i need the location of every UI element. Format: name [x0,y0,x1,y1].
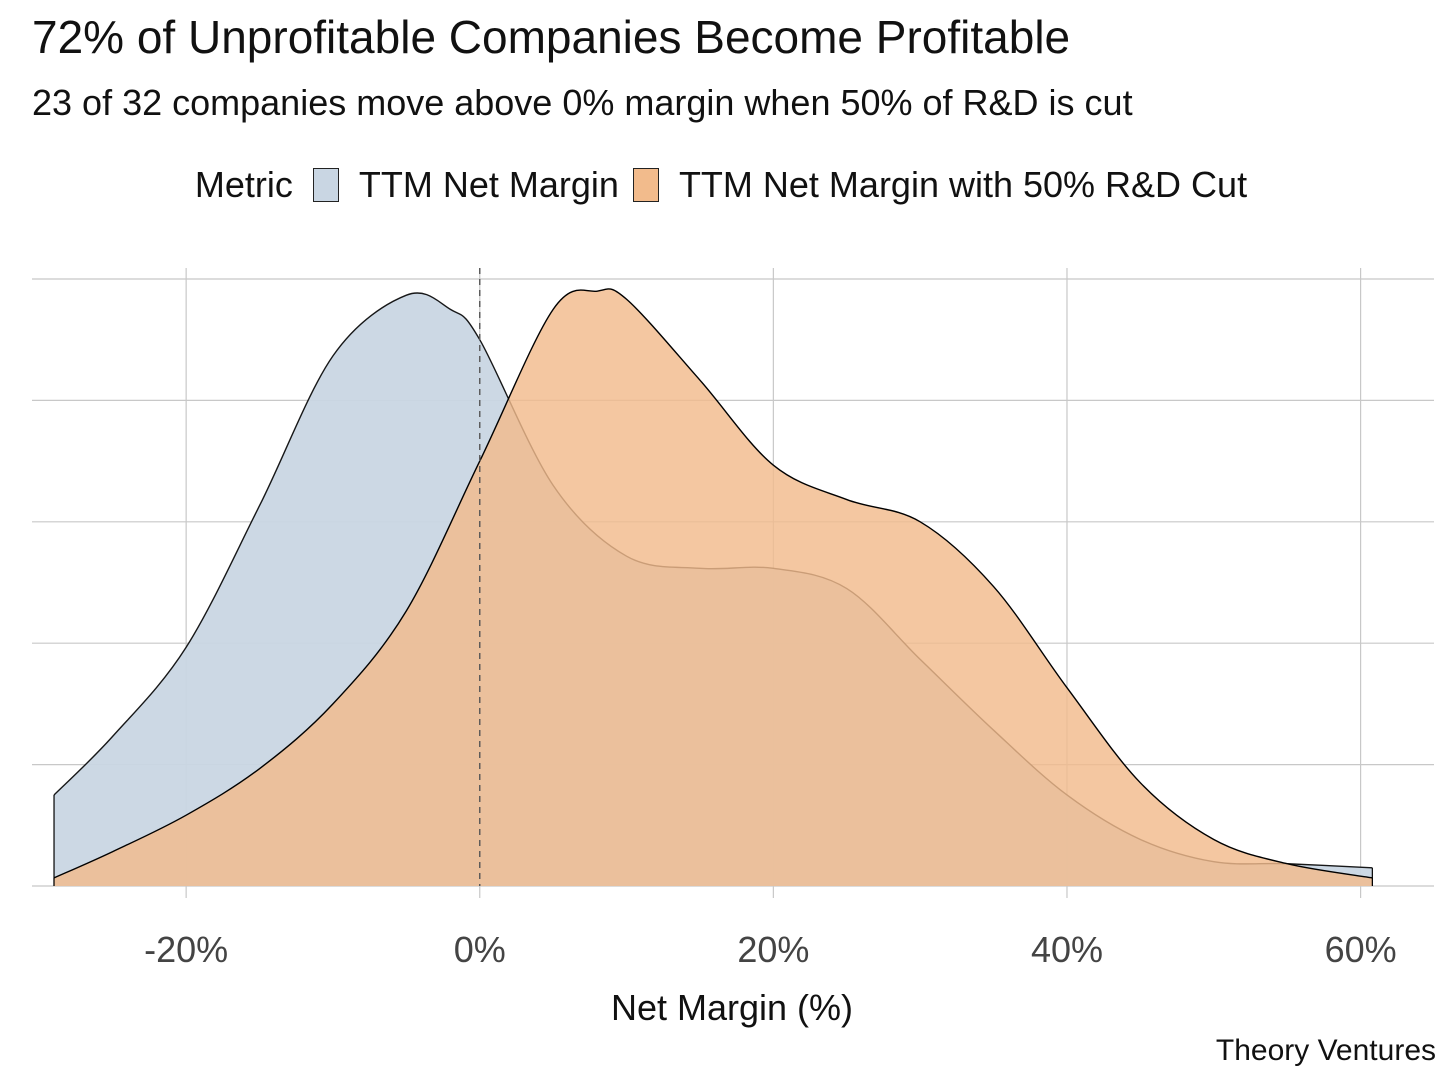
legend-title: Metric [194,164,293,205]
density-area-rd-cut-outline [53,288,1373,879]
x-axis-title: Net Margin (%) [611,987,853,1028]
x-axis-ticks: -20% 0% 20% 40% 60% [144,929,1397,970]
chart-title: 72% of Unprofitable Companies Become Pro… [32,11,1071,63]
x-tick-label: 40% [1031,929,1103,970]
x-tick-label: -20% [144,929,228,970]
chart-subtitle: 23 of 32 companies move above 0% margin … [32,82,1133,123]
x-tick-label: 0% [454,929,506,970]
density-area-rd-cut-fill [54,288,1373,886]
caption: Theory Ventures [1215,1034,1436,1067]
legend-item-ttm-net-margin: TTM Net Margin [312,164,619,206]
density-areas [53,288,1373,886]
legend-swatch-rd-cut [632,168,659,202]
legend-label-ttm-net-margin: TTM Net Margin [358,164,619,205]
x-tick-label: 20% [737,929,809,970]
legend-label-rd-cut: TTM Net Margin with 50% R&D Cut [678,164,1248,205]
x-tick-label: 60% [1325,929,1397,970]
legend-item-rd-cut: TTM Net Margin with 50% R&D Cut [632,164,1248,206]
legend: Metric TTM Net Margin TTM Net Margin wit… [0,164,1456,206]
legend-swatch-ttm-net-margin [312,168,339,202]
